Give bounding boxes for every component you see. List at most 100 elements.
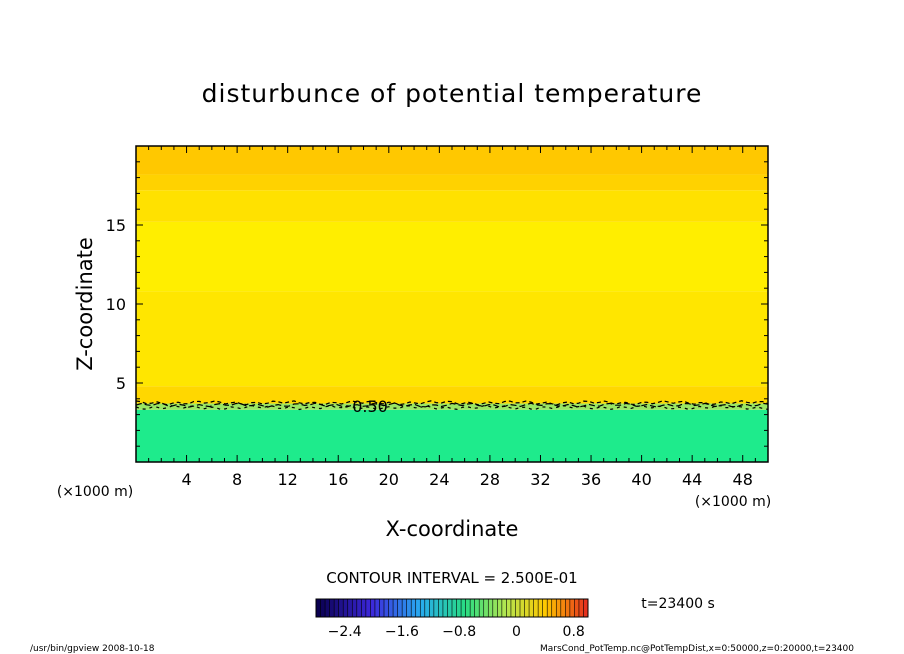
heatmap-band-2 — [136, 386, 768, 404]
colorbar-cell — [447, 599, 453, 617]
heatmap-band-1 — [136, 403, 768, 410]
x-tick-label: 48 — [733, 470, 753, 489]
colorbar-cell — [316, 599, 322, 617]
x-unit-note-left: (×1000 m) — [57, 484, 133, 500]
colorbar-cell — [560, 599, 566, 617]
x-tick-label: 4 — [181, 470, 191, 489]
colorbar-cell — [343, 599, 349, 617]
colorbar-cell — [492, 599, 498, 617]
colorbar-tick-label: −2.4 — [328, 624, 362, 640]
colorbar-tick-label: −1.6 — [385, 624, 419, 640]
chart-title: disturbunce of potential temperature — [202, 79, 703, 108]
heatmap-bands — [136, 146, 768, 462]
colorbar-cell — [533, 599, 539, 617]
colorbar-ticks: −2.4 −1.6 −0.8 0 0.8 — [328, 624, 585, 640]
colorbar-tick-label: −0.8 — [442, 624, 476, 640]
colorbar-cell — [320, 599, 326, 617]
colorbar-cell — [510, 599, 516, 617]
colorbar-cell — [542, 599, 548, 617]
x-axis-label: X-coordinate — [386, 517, 519, 541]
contour-line-1 — [135, 400, 769, 406]
colorbar-cell — [388, 599, 394, 617]
colorbar-cell — [474, 599, 480, 617]
heatmap-band-4 — [136, 221, 768, 292]
colorbar-cell — [393, 599, 399, 617]
y-axis-label: Z-coordinate — [73, 237, 97, 371]
heatmap-band-7 — [136, 146, 768, 175]
colorbar-cell — [488, 599, 494, 617]
footer-right: MarsCond_PotTemp.nc@PotTempDist,x=0:5000… — [540, 644, 854, 654]
colorbar-cell — [452, 599, 458, 617]
colorbar-cell — [565, 599, 571, 617]
colorbar-cell — [483, 599, 489, 617]
heatmap-band-3 — [136, 291, 768, 387]
colorbar-cell — [529, 599, 535, 617]
x-tick-label: 8 — [232, 470, 242, 489]
colorbar-cell — [583, 599, 589, 617]
colorbar-cell — [334, 599, 340, 617]
colorbar-cell — [356, 599, 362, 617]
colorbar-cell — [429, 599, 435, 617]
contour-label: 0.50 — [352, 397, 388, 416]
colorbar-cell — [370, 599, 376, 617]
colorbar-tick-label: 0.8 — [563, 624, 585, 640]
colorbar-cell — [578, 599, 584, 617]
colorbar-cell — [379, 599, 385, 617]
colorbar-cell — [479, 599, 485, 617]
colorbar-cell — [497, 599, 503, 617]
colorbar-cell — [338, 599, 344, 617]
colorbar-cell — [374, 599, 380, 617]
x-tick-label: 40 — [631, 470, 651, 489]
colorbar — [315, 599, 589, 617]
colorbar-cell — [515, 599, 521, 617]
x-tick-label: 28 — [480, 470, 500, 489]
colorbar-cell — [415, 599, 421, 617]
colorbar-cell — [501, 599, 507, 617]
footer-left: /usr/bin/gpview 2008-10-18 — [30, 644, 155, 654]
colorbar-cell — [329, 599, 335, 617]
colorbar-cell — [424, 599, 430, 617]
heatmap-band-6 — [136, 174, 768, 191]
colorbar-cell — [397, 599, 403, 617]
colorbar-cell — [556, 599, 562, 617]
colorbar-cell — [538, 599, 544, 617]
colorbar-cell — [461, 599, 467, 617]
colorbar-cell — [411, 599, 417, 617]
x-tick-label: 44 — [682, 470, 702, 489]
colorbar-cell — [420, 599, 426, 617]
colorbar-cell — [520, 599, 526, 617]
x-tick-label: 36 — [581, 470, 601, 489]
colorbar-cell — [352, 599, 358, 617]
colorbar-cell — [384, 599, 390, 617]
colorbar-cell — [347, 599, 353, 617]
y-tick-label: 15 — [106, 216, 126, 235]
colorbar-cell — [365, 599, 371, 617]
x-tick-label: 32 — [530, 470, 550, 489]
colorbar-cell — [442, 599, 448, 617]
colorbar-cell — [361, 599, 367, 617]
contour-interval: CONTOUR INTERVAL = 2.500E-01 — [326, 569, 577, 587]
heatmap-band-0 — [136, 409, 768, 462]
colorbar-cell — [551, 599, 557, 617]
colorbar-cell — [438, 599, 444, 617]
x-tick-label: 24 — [429, 470, 449, 489]
x-unit-note-right: (×1000 m) — [695, 494, 771, 510]
colorbar-cell — [524, 599, 530, 617]
colorbar-cell — [547, 599, 553, 617]
colorbar-cell — [406, 599, 412, 617]
colorbar-cell — [456, 599, 462, 617]
colorbar-frame — [315, 598, 589, 618]
colorbar-cell — [506, 599, 512, 617]
colorbar-cell — [402, 599, 408, 617]
time-label: t=23400 s — [641, 596, 715, 612]
colorbar-cell — [574, 599, 580, 617]
x-tick-label: 16 — [328, 470, 348, 489]
contour-lines — [135, 400, 769, 411]
heatmap-band-5 — [136, 190, 768, 222]
colorbar-cell — [325, 599, 331, 617]
colorbar-cell — [433, 599, 439, 617]
y-tick-label: 5 — [116, 374, 126, 393]
colorbar-tick-label: 0 — [512, 624, 521, 640]
